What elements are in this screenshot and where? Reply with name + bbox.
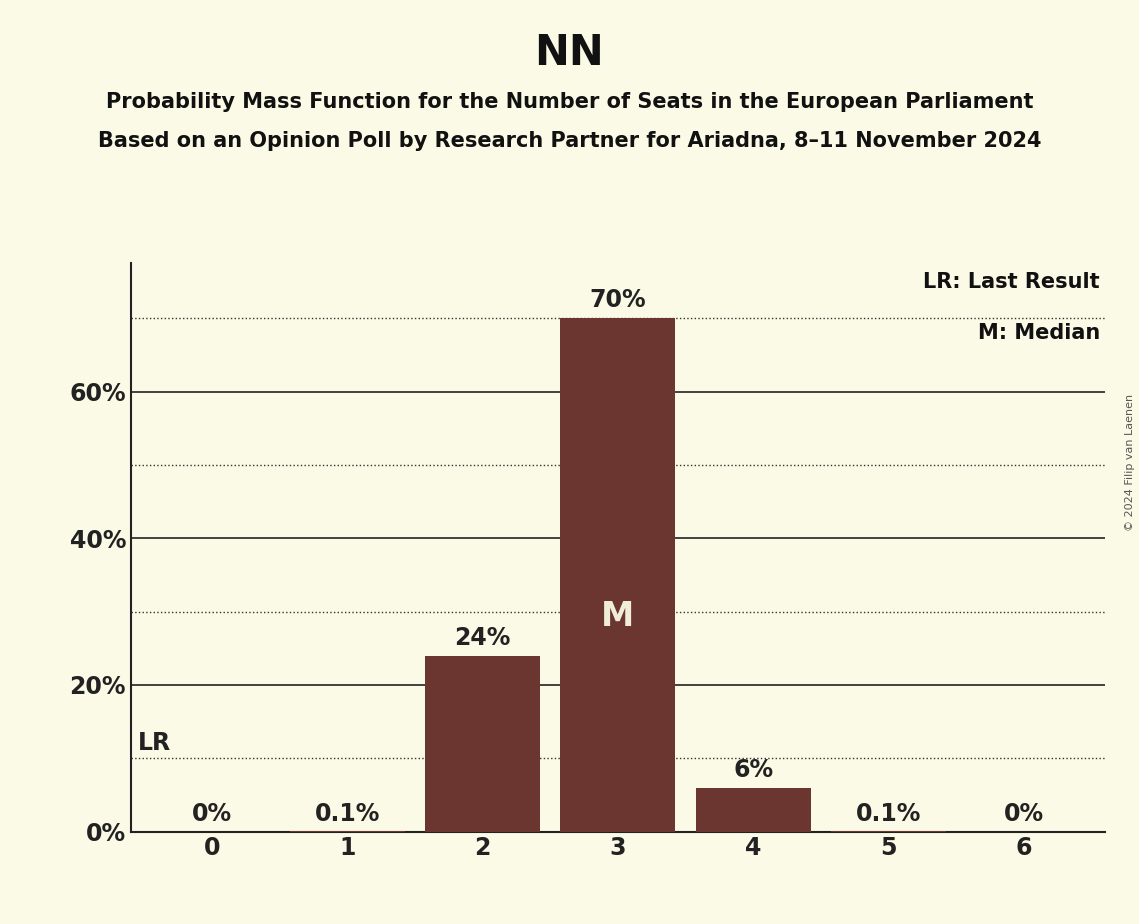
- Text: 6%: 6%: [734, 758, 773, 782]
- Text: 0.1%: 0.1%: [855, 802, 921, 826]
- Text: Based on an Opinion Poll by Research Partner for Ariadna, 8–11 November 2024: Based on an Opinion Poll by Research Par…: [98, 131, 1041, 152]
- Bar: [560, 319, 675, 832]
- Text: 70%: 70%: [590, 288, 646, 312]
- Text: NN: NN: [534, 32, 605, 74]
- Text: 0%: 0%: [192, 802, 232, 826]
- Text: LR: LR: [138, 731, 171, 755]
- Text: Probability Mass Function for the Number of Seats in the European Parliament: Probability Mass Function for the Number…: [106, 92, 1033, 113]
- Bar: [425, 656, 540, 832]
- Text: 0.1%: 0.1%: [314, 802, 380, 826]
- Text: LR: Last Result: LR: Last Result: [924, 272, 1100, 292]
- Bar: [696, 787, 811, 832]
- Text: © 2024 Filip van Laenen: © 2024 Filip van Laenen: [1125, 394, 1134, 530]
- Text: M: Median: M: Median: [977, 323, 1100, 343]
- Text: 24%: 24%: [454, 626, 510, 650]
- Text: 0%: 0%: [1003, 802, 1043, 826]
- Text: M: M: [601, 600, 634, 633]
